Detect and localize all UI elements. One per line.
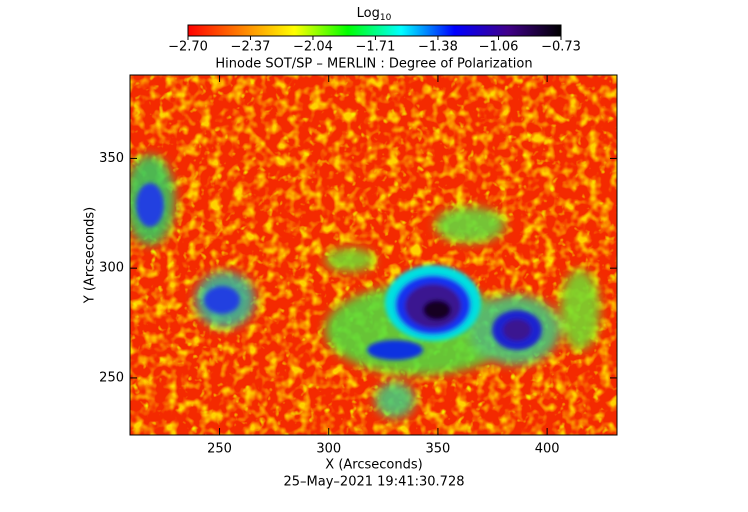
x-axis-label: X (Arcseconds) (325, 458, 422, 473)
colorbar (187, 24, 562, 37)
x-tick-label: 250 (207, 442, 232, 457)
colorbar-tick-label: −2.04 (293, 40, 333, 55)
x-tick-label: 400 (535, 442, 560, 457)
footer: 25–May–2021 19:41:30.728 (284, 475, 465, 490)
y-tick-label: 250 (99, 370, 124, 385)
colorbar-label-sub: 10 (380, 13, 392, 23)
colorbar-tick-label: −1.06 (479, 40, 519, 55)
colorbar-tick-label: −2.37 (231, 40, 271, 55)
colorbar-tick-label: −1.38 (418, 40, 458, 55)
x-tick-label: 350 (426, 442, 451, 457)
y-tick-label: 300 (99, 261, 124, 276)
colorbar-tick-label: −0.73 (541, 40, 581, 55)
heatmap-image (130, 75, 617, 435)
x-tick-label: 300 (316, 442, 341, 457)
y-axis-label: Y (Arcseconds) (83, 207, 98, 304)
plot-frame (129, 74, 618, 436)
colorbar-tick-label: −1.71 (356, 40, 396, 55)
colorbar-tick-label: −2.70 (168, 40, 208, 55)
y-tick-label: 350 (99, 151, 124, 166)
chart-title: Hinode SOT/SP – MERLIN : Degree of Polar… (215, 57, 532, 72)
colorbar-label-main: Log (357, 6, 380, 21)
colorbar-label: Log10 (357, 6, 392, 23)
